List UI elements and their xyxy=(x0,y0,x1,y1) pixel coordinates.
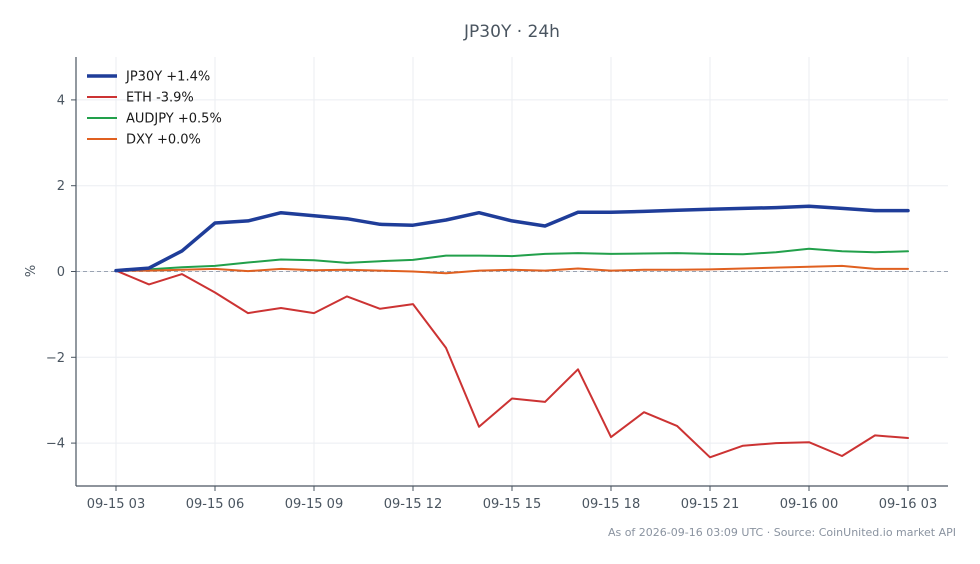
y-tick-label: −4 xyxy=(46,437,65,452)
x-tick-label: 09-15 09 xyxy=(285,497,343,512)
x-tick-label: 09-15 12 xyxy=(384,497,442,512)
legend: JP30Y +1.4% ETH -3.9% AUDJPY +0.5% DXY +0.0… xyxy=(87,70,222,148)
legend-label: JP30Y +1.4% xyxy=(125,70,210,85)
x-tick-label: 09-15 15 xyxy=(483,497,541,512)
y-axis-label: % xyxy=(24,265,39,277)
x-tick-label: 09-15 03 xyxy=(87,497,145,512)
x-tick-label: 09-15 21 xyxy=(681,497,739,512)
y-tick-label: 4 xyxy=(57,93,65,108)
x-tick-label: 09-16 00 xyxy=(780,497,838,512)
footer-separator: · xyxy=(763,526,774,539)
as-of-timestamp: As of 2026-09-16 03:09 UTC xyxy=(607,526,764,539)
x-tick-label: 09-15 18 xyxy=(582,497,640,512)
legend-label: ETH -3.9% xyxy=(126,91,194,106)
y-tick-label: 2 xyxy=(57,179,65,194)
series-line-1 xyxy=(115,269,909,459)
series-lines xyxy=(114,204,910,459)
footer-note: As of 2026-09-16 03:09 UTC · Source: Coi… xyxy=(608,526,956,539)
chart-title: JP30Y · 24h xyxy=(463,22,560,42)
tick-labels: 09-15 03 09-15 06 09-15 09 09-15 12 09-15 15… xyxy=(46,93,937,512)
y-tick-label: 0 xyxy=(57,265,65,280)
legend-label: DXY +0.0% xyxy=(126,133,201,148)
data-source: Source: CoinUnited.io market API xyxy=(773,526,956,539)
x-tick-label: 09-15 06 xyxy=(186,497,244,512)
series-line-2 xyxy=(115,247,909,272)
axes xyxy=(71,57,948,491)
series-line-3 xyxy=(115,264,909,275)
legend-label: AUDJPY +0.5% xyxy=(126,112,222,127)
y-tick-label: −2 xyxy=(46,351,65,366)
x-tick-label: 09-16 03 xyxy=(879,497,937,512)
series-line-0 xyxy=(114,204,910,273)
